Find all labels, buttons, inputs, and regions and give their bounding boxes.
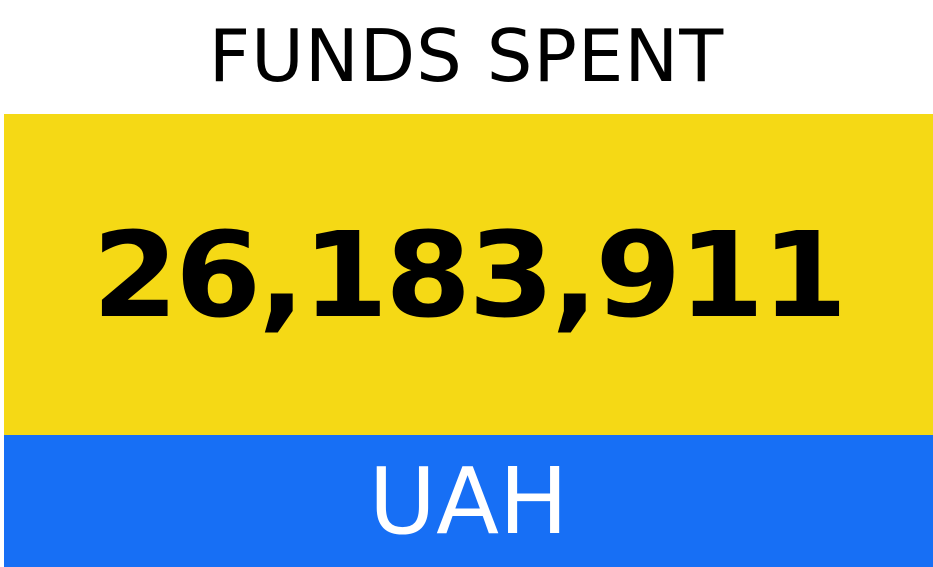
- amount-panel: 26,183,911: [4, 114, 933, 435]
- currency-panel: UAH: [4, 435, 933, 567]
- title: FUNDS SPENT: [208, 14, 725, 98]
- currency: UAH: [368, 447, 569, 555]
- amount: 26,183,911: [92, 205, 847, 344]
